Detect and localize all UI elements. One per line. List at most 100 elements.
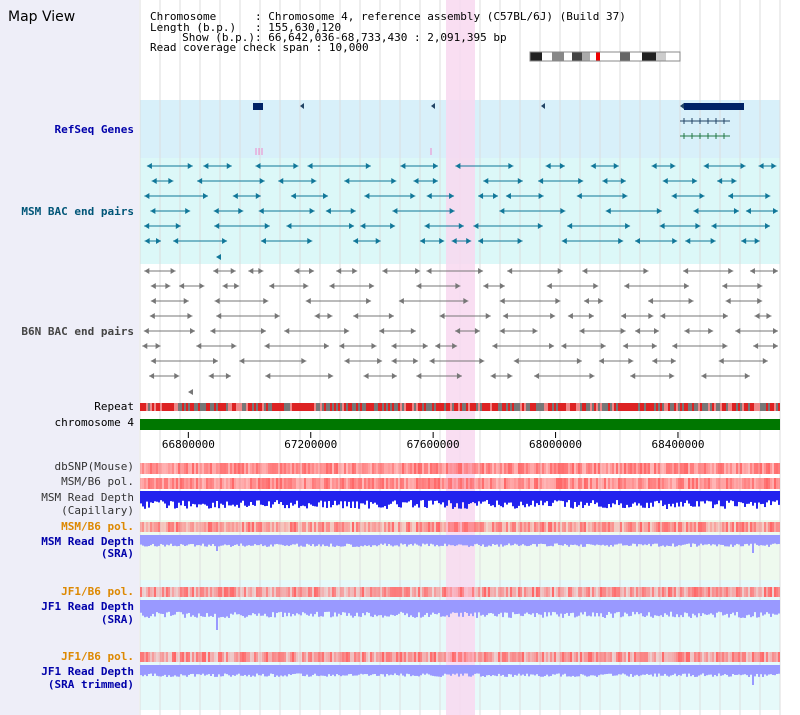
msm-depth-capillary xyxy=(194,491,196,505)
repeat-segment xyxy=(292,403,294,411)
jf1-b6-pol-strip-2 xyxy=(220,652,222,662)
msm-bac-pair-end xyxy=(264,223,270,229)
jf1-depth-sra-trimmed xyxy=(178,665,180,677)
jf1-depth-sra-trimmed xyxy=(430,665,432,676)
jf1-depth-sra-trimmed xyxy=(388,665,390,676)
track-label-msm-depth-sra-1[interactable]: MSM Read Depth xyxy=(41,535,134,548)
msm-depth-capillary xyxy=(184,491,186,507)
dbsnp-strip xyxy=(556,463,558,474)
msm-b6-pol-strip xyxy=(190,478,192,489)
msm-b6-pol-strip-2 xyxy=(168,522,170,532)
jf1-depth-sra-trimmed xyxy=(242,665,244,676)
jf1-depth-sra xyxy=(164,600,166,618)
jf1-depth-sra-trimmed xyxy=(646,665,648,674)
msm-b6-pol-strip xyxy=(222,478,224,489)
msm-bac-pair-end xyxy=(651,163,657,169)
dbsnp-strip xyxy=(214,463,216,474)
msm-b6-pol-strip xyxy=(152,478,154,489)
ideogram-band xyxy=(642,52,656,61)
jf1-depth-sra xyxy=(190,600,192,617)
b6n-bac-pair-end xyxy=(499,298,505,304)
jf1-depth-sra-trimmed xyxy=(228,665,230,676)
track-label-refseq[interactable]: RefSeq Genes xyxy=(54,123,134,136)
msm-depth-capillary xyxy=(620,491,622,504)
msm-b6-pol-strip-2 xyxy=(350,522,352,532)
msm-depth-capillary xyxy=(150,491,152,503)
track-label-msm-b6-pol-2[interactable]: MSM/B6 pol. xyxy=(61,520,134,533)
msm-bac-pair-end xyxy=(711,223,717,229)
jf1-b6-pol-strip-2 xyxy=(190,652,192,662)
jf1-b6-pol-strip xyxy=(322,587,324,597)
track-label-msm-depth-cap-1[interactable]: MSM Read Depth xyxy=(41,491,134,504)
dbsnp-strip xyxy=(656,463,658,474)
jf1-b6-pol-strip xyxy=(762,587,764,597)
jf1-b6-pol-strip xyxy=(374,587,376,597)
track-label-jf1-b6-pol-1[interactable]: JF1/B6 pol. xyxy=(61,585,134,598)
track-label-jf1-depth-sra-1[interactable]: JF1 Read Depth xyxy=(41,600,134,613)
msm-depth-sra xyxy=(524,535,526,546)
track-label-b6n-bac[interactable]: B6N BAC end pairs xyxy=(21,325,134,338)
jf1-depth-sra xyxy=(162,600,164,614)
msm-b6-pol-strip-2 xyxy=(284,522,286,532)
dbsnp-strip xyxy=(512,463,514,474)
jf1-b6-pol-strip xyxy=(492,587,494,597)
jf1-depth-sra-trimmed xyxy=(252,665,254,676)
msm-depth-sra xyxy=(626,535,628,546)
jf1-depth-sra xyxy=(442,600,444,617)
msm-depth-sra xyxy=(636,535,638,547)
msm-b6-pol-strip-2 xyxy=(630,522,632,532)
jf1-depth-sra-trimmed xyxy=(576,665,578,677)
track-label-msm-bac[interactable]: MSM BAC end pairs xyxy=(21,205,134,218)
msm-depth-sra xyxy=(718,535,720,545)
track-label-msm-b6-pol-1[interactable]: MSM/B6 pol. xyxy=(61,475,134,488)
msm-depth-capillary xyxy=(514,491,516,509)
track-label-jf1-b6-pol-2[interactable]: JF1/B6 pol. xyxy=(61,650,134,663)
jf1-b6-pol-strip-2 xyxy=(624,652,626,662)
repeat-segment xyxy=(756,403,758,411)
jf1-depth-sra-trimmed xyxy=(324,665,326,676)
msm-b6-pol-strip-2 xyxy=(176,522,178,532)
b6n-bac-pair-end xyxy=(684,283,690,289)
repeat-segment xyxy=(712,403,714,411)
dbsnp-strip xyxy=(628,463,630,474)
jf1-depth-sra xyxy=(346,600,348,616)
jf1-b6-pol-strip xyxy=(776,587,778,597)
jf1-depth-sra xyxy=(332,600,334,617)
msm-depth-capillary xyxy=(438,491,440,504)
jf1-depth-sra-trimmed xyxy=(190,665,192,675)
repeat-segment xyxy=(140,403,142,411)
jf1-depth-sra-trimmed xyxy=(210,665,212,676)
jf1-b6-pol-strip-2 xyxy=(476,652,478,662)
msm-depth-capillary xyxy=(606,491,608,509)
jf1-b6-pol-strip-2 xyxy=(456,652,458,662)
track-label-jf1-depth-trim-1[interactable]: JF1 Read Depth xyxy=(41,665,134,678)
msm-depth-capillary xyxy=(462,491,464,503)
jf1-depth-sra xyxy=(422,600,424,617)
repeat-segment xyxy=(668,403,670,411)
msm-b6-pol-strip-2 xyxy=(398,522,400,532)
jf1-depth-sra xyxy=(752,600,754,617)
jf1-b6-pol-strip xyxy=(148,587,150,597)
jf1-b6-pol-strip xyxy=(502,587,504,597)
repeat-segment xyxy=(614,403,616,411)
jf1-b6-pol-strip-2 xyxy=(182,652,184,662)
jf1-b6-pol-strip xyxy=(580,587,582,597)
msm-depth-sra xyxy=(348,535,350,544)
track-label-dbsnp[interactable]: dbSNP(Mouse) xyxy=(54,460,134,473)
msm-depth-capillary xyxy=(634,491,636,503)
jf1-b6-pol-strip xyxy=(170,587,172,597)
msm-b6-pol-strip-2 xyxy=(266,522,268,532)
show-label: Show (b.p.) xyxy=(182,31,255,44)
msm-bac-pair-end xyxy=(538,193,544,199)
jf1-depth-sra xyxy=(686,600,688,614)
msm-b6-pol-strip-2 xyxy=(524,522,526,532)
jf1-depth-sra xyxy=(562,600,564,618)
jf1-depth-sra xyxy=(732,600,734,613)
msm-b6-pol-strip-2 xyxy=(668,522,670,532)
msm-depth-sra xyxy=(548,535,550,547)
jf1-b6-pol-strip-2 xyxy=(380,652,382,662)
repeat-segment xyxy=(342,403,344,411)
msm-b6-pol-strip xyxy=(166,478,168,489)
